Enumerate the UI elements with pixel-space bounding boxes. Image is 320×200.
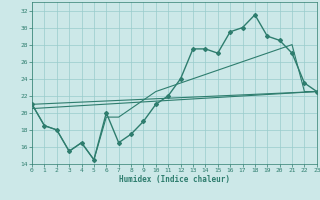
X-axis label: Humidex (Indice chaleur): Humidex (Indice chaleur) xyxy=(119,175,230,184)
